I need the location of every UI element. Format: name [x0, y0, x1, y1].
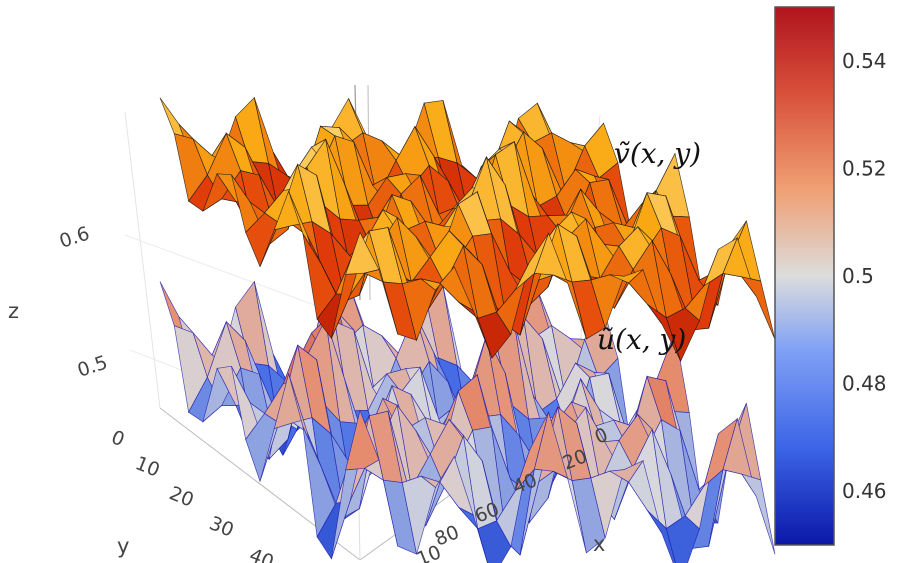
- y-axis-label: y: [117, 534, 129, 558]
- surface-patch: [741, 276, 776, 340]
- surface-patch: [159, 281, 194, 334]
- z-tick-label: 0.6: [57, 222, 93, 252]
- z-tick-label: 0.5: [75, 351, 111, 381]
- colorbar-tick-label: 0.46: [842, 479, 887, 503]
- y-tick-label: 10: [132, 452, 163, 481]
- surface-patch: [647, 510, 676, 563]
- z-axis: 0.6 0.5 z: [8, 222, 110, 381]
- colorbar-tick-label: 0.52: [842, 156, 887, 180]
- colorbar-tick-label: 0.54: [842, 49, 887, 73]
- y-tick-label: 20: [166, 482, 197, 511]
- colorbar-tick-label: 0.5: [842, 264, 874, 288]
- colorbar: 0.54 0.52 0.5 0.48 0.46: [774, 6, 887, 546]
- y-tick-label: 0: [108, 426, 127, 451]
- z-axis-label: z: [8, 299, 19, 323]
- surface-patch: [741, 473, 776, 555]
- surface-label-v: ṽ(x, y): [614, 137, 701, 170]
- x-axis-label: x: [593, 532, 605, 556]
- surface-label-u: ũ(x, y): [597, 323, 686, 356]
- y-tick-label: 30: [206, 512, 237, 541]
- x-tick-label: 10: [414, 541, 445, 563]
- y-tick-label: 40: [246, 544, 277, 563]
- colorbar-gradient: [774, 6, 835, 546]
- colorbar-tick-label: 0.48: [842, 372, 887, 396]
- surface-patch: [159, 97, 195, 140]
- surface-u: [159, 280, 776, 563]
- surface-patch: [458, 507, 488, 563]
- surface-v: [159, 96, 776, 363]
